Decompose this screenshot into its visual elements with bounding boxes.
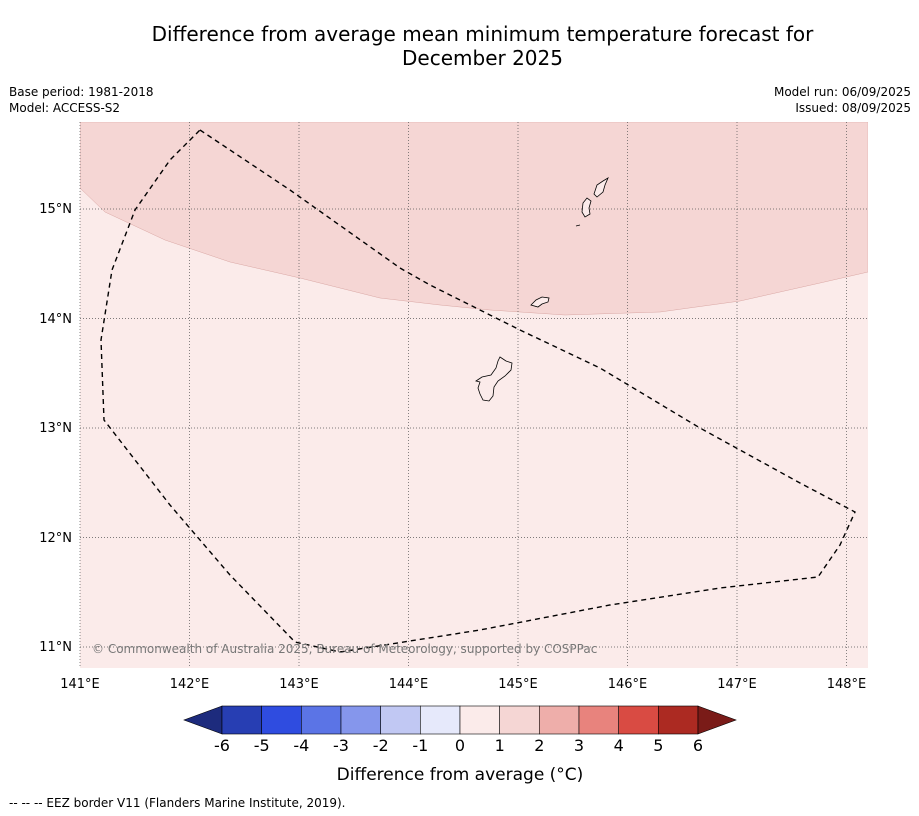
colorbar-swatch [578,705,620,735]
lat-label: 15°N [39,202,72,217]
issued-text: Issued: 08/09/2025 [795,101,911,115]
colorbar-tick: 2 [534,736,544,755]
eez-border [100,129,856,653]
colorbar-swatch [221,705,263,735]
model-text: Model: ACCESS-S2 [9,101,121,115]
colorbar-tick: 4 [614,736,624,755]
colorbar-tick: 3 [574,736,584,755]
lon-label: 147°E [717,677,757,692]
eez-legend-note: -- -- -- EEZ border V11 (Flanders Marine… [9,796,346,810]
longitude-labels: 141°E 142°E 143°E 144°E 145°E 146°E 147°… [60,677,866,692]
colorbar-swatch [261,705,302,735]
colorbar-tick: -1 [412,736,428,755]
colorbar-tick: -3 [333,736,349,755]
colorbar-swatch [657,705,699,735]
colorbar-label: Difference from average (°C) [337,765,584,785]
metadata-left: Base period: 1981-2018 Model: ACCESS-S2 [9,84,154,116]
colorbar-tick: -4 [293,736,309,755]
colorbar-tick: -2 [373,736,389,755]
island-aguijan [575,224,581,227]
lon-label: 144°E [389,677,429,692]
colorbar-swatch [538,705,580,735]
lon-label: 145°E [498,677,538,692]
copyright-text: © Commonwealth of Australia 2025, Bureau… [92,642,597,656]
lat-label: 13°N [39,421,72,436]
island-guam [475,356,513,402]
lon-label: 141°E [60,677,100,692]
coastlines [475,177,609,402]
metadata-right: Model run: 06/09/2025 Issued: 08/09/2025 [774,84,911,116]
graticule [79,122,868,668]
model-run-text: Model run: 06/09/2025 [773,85,911,99]
colorbar [183,705,737,735]
colorbar-tick: 5 [653,736,663,755]
island-tinian [581,197,592,218]
colorbar-swatch [419,705,461,735]
latitude-labels: 15°N 14°N 13°N 12°N 11°N [39,202,72,655]
island-rota [530,296,550,308]
base-period-text: Base period: 1981-2018 [9,85,154,99]
map-title: Difference from average mean minimum tem… [40,22,919,70]
lon-label: 142°E [170,677,210,692]
colorbar-swatch [618,705,659,735]
lat-label: 11°N [39,640,72,655]
colorbar-extend-high [697,705,737,735]
lon-label: 148°E [827,677,867,692]
colorbar-tick: -6 [214,736,230,755]
colorbar-tick: -5 [254,736,270,755]
title-line-1: Difference from average mean minimum tem… [151,22,814,46]
colorbar-swatch [459,705,501,735]
colorbar-tick: 0 [455,736,465,755]
lon-label: 146°E [608,677,648,692]
colorbar-tick: 6 [693,736,703,755]
colorbar-extend-low [183,705,223,735]
title-line-2: December 2025 [402,46,563,70]
colorbar-tick-labels: -6 -5 -4 -3 -2 -1 0 1 2 3 4 5 6 [214,736,703,755]
colorbar-swatch [340,705,382,735]
colorbar-swatch [499,705,540,735]
lat-label: 12°N [39,531,72,546]
colorbar-swatch [300,705,342,735]
lat-label: 14°N [39,312,72,327]
lon-label: 143°E [279,677,319,692]
anomaly-band-1-to-2 [80,122,868,316]
colorbar-tick: 1 [495,736,505,755]
colorbar-swatch [380,705,421,735]
island-saipan [593,177,609,198]
